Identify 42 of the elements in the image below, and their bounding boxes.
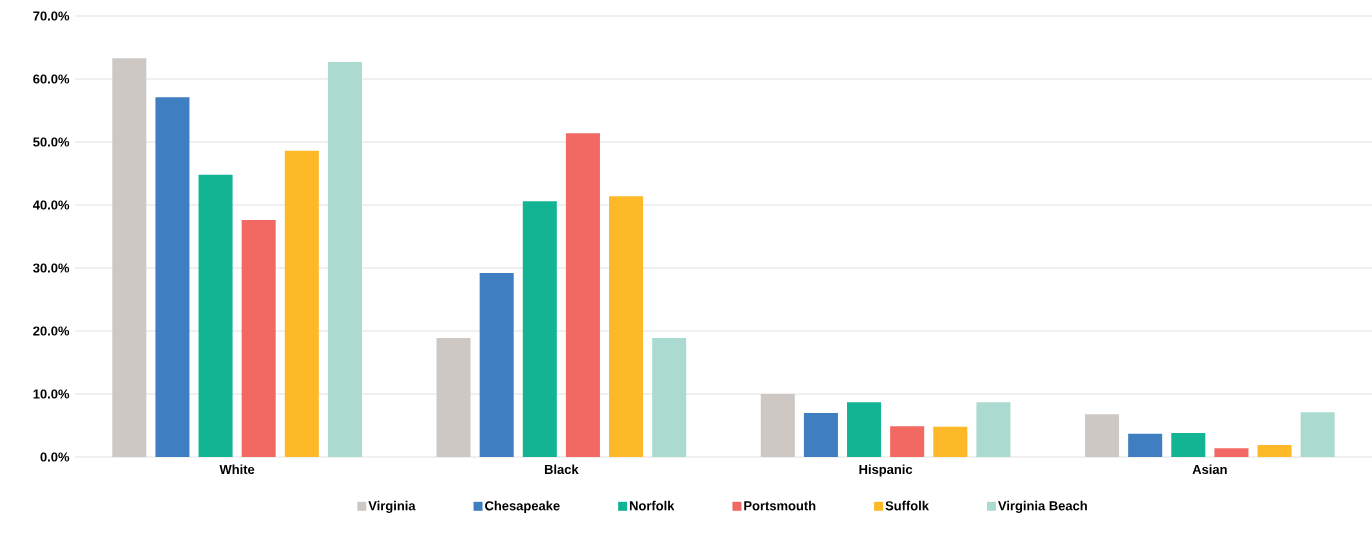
bar: [155, 97, 190, 457]
bar: [847, 402, 882, 457]
bar: [1257, 445, 1292, 457]
y-tick-label: 30.0%: [33, 263, 70, 273]
legend-label: Chesapeake: [485, 500, 560, 513]
bar: [565, 133, 600, 457]
bar: [1085, 414, 1120, 457]
bar: [609, 196, 644, 457]
bar: [436, 337, 471, 457]
legend-label: Norfolk: [629, 500, 675, 511]
bar: [284, 150, 319, 457]
bar: [112, 58, 147, 457]
y-tick-label: 0.0%: [40, 452, 70, 462]
bar: [1171, 433, 1206, 457]
bar: [976, 402, 1011, 457]
bar: [803, 412, 838, 457]
legend-label: Suffolk: [885, 500, 929, 511]
bar: [652, 337, 687, 457]
x-tick-label: Black: [544, 464, 579, 475]
y-tick-label: 50.0%: [33, 137, 70, 147]
legend-label: Virginia: [368, 500, 416, 514]
y-tick-label: 10.0%: [33, 389, 70, 399]
bar: [327, 61, 362, 457]
y-tick-label: 70.0%: [33, 11, 70, 21]
x-tick-label: White: [219, 464, 255, 475]
bar: [933, 426, 968, 457]
x-tick-label: Asian: [1192, 464, 1227, 475]
bar: [479, 273, 514, 457]
y-tick-label: 40.0%: [32, 200, 70, 210]
bar: [1214, 448, 1249, 457]
bar: [760, 394, 795, 457]
legend-label: Portsmouth: [744, 500, 816, 511]
bar: [1300, 412, 1335, 457]
bar: [1128, 433, 1163, 457]
bar: [890, 426, 925, 457]
bar: [522, 201, 557, 457]
bar: [241, 220, 276, 457]
y-tick-label: 20.0%: [33, 326, 70, 336]
bar: [198, 174, 233, 457]
y-tick-label: 60.0%: [33, 74, 70, 84]
x-tick-label: Hispanic: [859, 464, 913, 477]
legend-label: Virginia Beach: [998, 500, 1087, 514]
